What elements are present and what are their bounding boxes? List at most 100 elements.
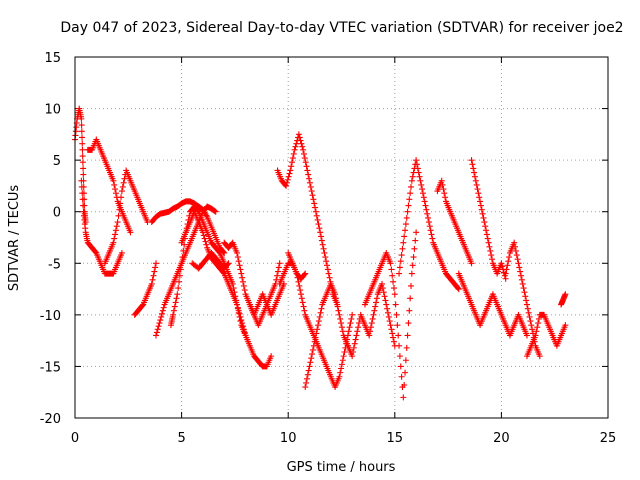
- data-point: [240, 326, 247, 333]
- data-point: [370, 311, 377, 318]
- data-point: [404, 208, 411, 215]
- data-point: [471, 169, 478, 176]
- data-point: [304, 167, 311, 174]
- series-arc-05: [131, 260, 160, 318]
- data-point: [535, 315, 542, 322]
- data-point: [78, 177, 85, 184]
- data-point: [414, 165, 421, 172]
- data-point: [418, 181, 425, 188]
- data-point: [341, 348, 348, 355]
- data-point: [502, 275, 509, 282]
- data-point: [157, 317, 164, 324]
- data-point: [289, 159, 296, 166]
- data-point: [338, 324, 345, 331]
- data-point: [295, 278, 302, 285]
- data-point: [390, 334, 397, 341]
- data-point: [513, 252, 520, 259]
- series-arc-24: [523, 311, 569, 360]
- data-point: [380, 289, 387, 296]
- data-point: [335, 307, 342, 314]
- data-point: [111, 181, 118, 188]
- series-arc-22: [455, 270, 530, 339]
- data-point: [399, 245, 406, 252]
- data-point: [240, 278, 247, 285]
- data-point: [400, 239, 407, 246]
- data-point: [533, 328, 540, 335]
- data-point: [313, 212, 320, 219]
- data-point: [417, 177, 424, 184]
- data-point: [516, 264, 523, 271]
- data-point: [409, 262, 416, 269]
- data-point: [425, 214, 432, 221]
- data-point: [295, 131, 302, 138]
- data-point: [396, 264, 403, 271]
- y-tick-label: -20: [40, 412, 61, 427]
- data-point: [389, 330, 396, 337]
- data-point: [395, 332, 402, 339]
- data-point: [367, 324, 374, 331]
- data-point: [203, 241, 210, 248]
- data-point: [300, 150, 307, 157]
- data-point: [298, 295, 305, 302]
- data-point: [440, 186, 447, 193]
- series-arc-12: [246, 280, 287, 318]
- data-point: [469, 161, 476, 168]
- data-point: [316, 313, 323, 320]
- data-point: [471, 173, 478, 180]
- data-point: [79, 134, 86, 141]
- data-point: [179, 254, 186, 261]
- data-point: [151, 268, 158, 275]
- data-point: [325, 270, 332, 277]
- data-point: [387, 322, 394, 329]
- data-point: [355, 324, 362, 331]
- data-point: [306, 363, 313, 370]
- data-point: [403, 214, 410, 221]
- data-point: [442, 194, 449, 201]
- data-point: [224, 261, 231, 268]
- data-point: [299, 143, 306, 150]
- data-point: [337, 315, 344, 322]
- data-point: [296, 282, 303, 289]
- x-tick-label: 25: [600, 431, 617, 446]
- data-point: [303, 163, 310, 170]
- data-point: [392, 301, 399, 308]
- data-point: [379, 285, 386, 292]
- y-tick-label: -5: [48, 257, 61, 272]
- data-point: [498, 260, 505, 267]
- data-point: [235, 307, 242, 314]
- data-point: [79, 190, 86, 197]
- data-point: [413, 161, 420, 168]
- data-point: [160, 304, 167, 311]
- data-point: [384, 309, 391, 316]
- data-point: [388, 266, 395, 273]
- series-arc-23: [502, 239, 543, 360]
- data-point: [312, 334, 319, 341]
- data-point: [438, 177, 445, 184]
- data-point: [535, 320, 542, 327]
- data-point: [390, 338, 397, 345]
- data-point: [200, 232, 207, 239]
- data-point: [301, 307, 308, 314]
- data-point: [381, 293, 388, 300]
- data-point: [194, 207, 201, 214]
- data-point: [117, 200, 124, 207]
- data-point: [350, 344, 357, 351]
- data-point: [301, 271, 308, 278]
- data-point: [519, 280, 526, 287]
- data-point: [306, 179, 313, 186]
- series-arc-04: [101, 167, 151, 267]
- data-point: [397, 258, 404, 265]
- data-point: [480, 214, 487, 221]
- data-point: [317, 229, 324, 236]
- data-point: [79, 196, 86, 203]
- data-point: [523, 297, 530, 304]
- data-point: [405, 202, 412, 209]
- data-point: [314, 216, 321, 223]
- data-point: [338, 365, 345, 372]
- chart-title: Day 047 of 2023, Sidereal Day-to-day VTE…: [60, 20, 623, 36]
- data-point: [388, 326, 395, 333]
- data-point: [410, 169, 417, 176]
- data-point: [80, 171, 87, 178]
- data-point: [408, 183, 415, 190]
- data-point: [309, 346, 316, 353]
